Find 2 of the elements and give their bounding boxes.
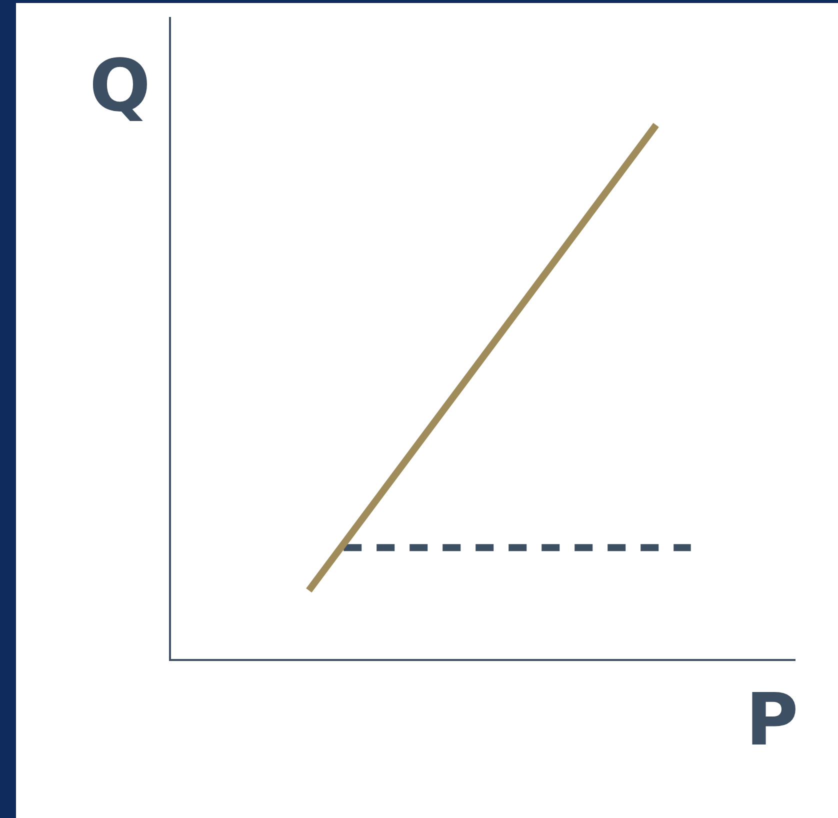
- y-axis-title: Q: [89, 44, 151, 128]
- x-axis-title: P: [746, 678, 798, 762]
